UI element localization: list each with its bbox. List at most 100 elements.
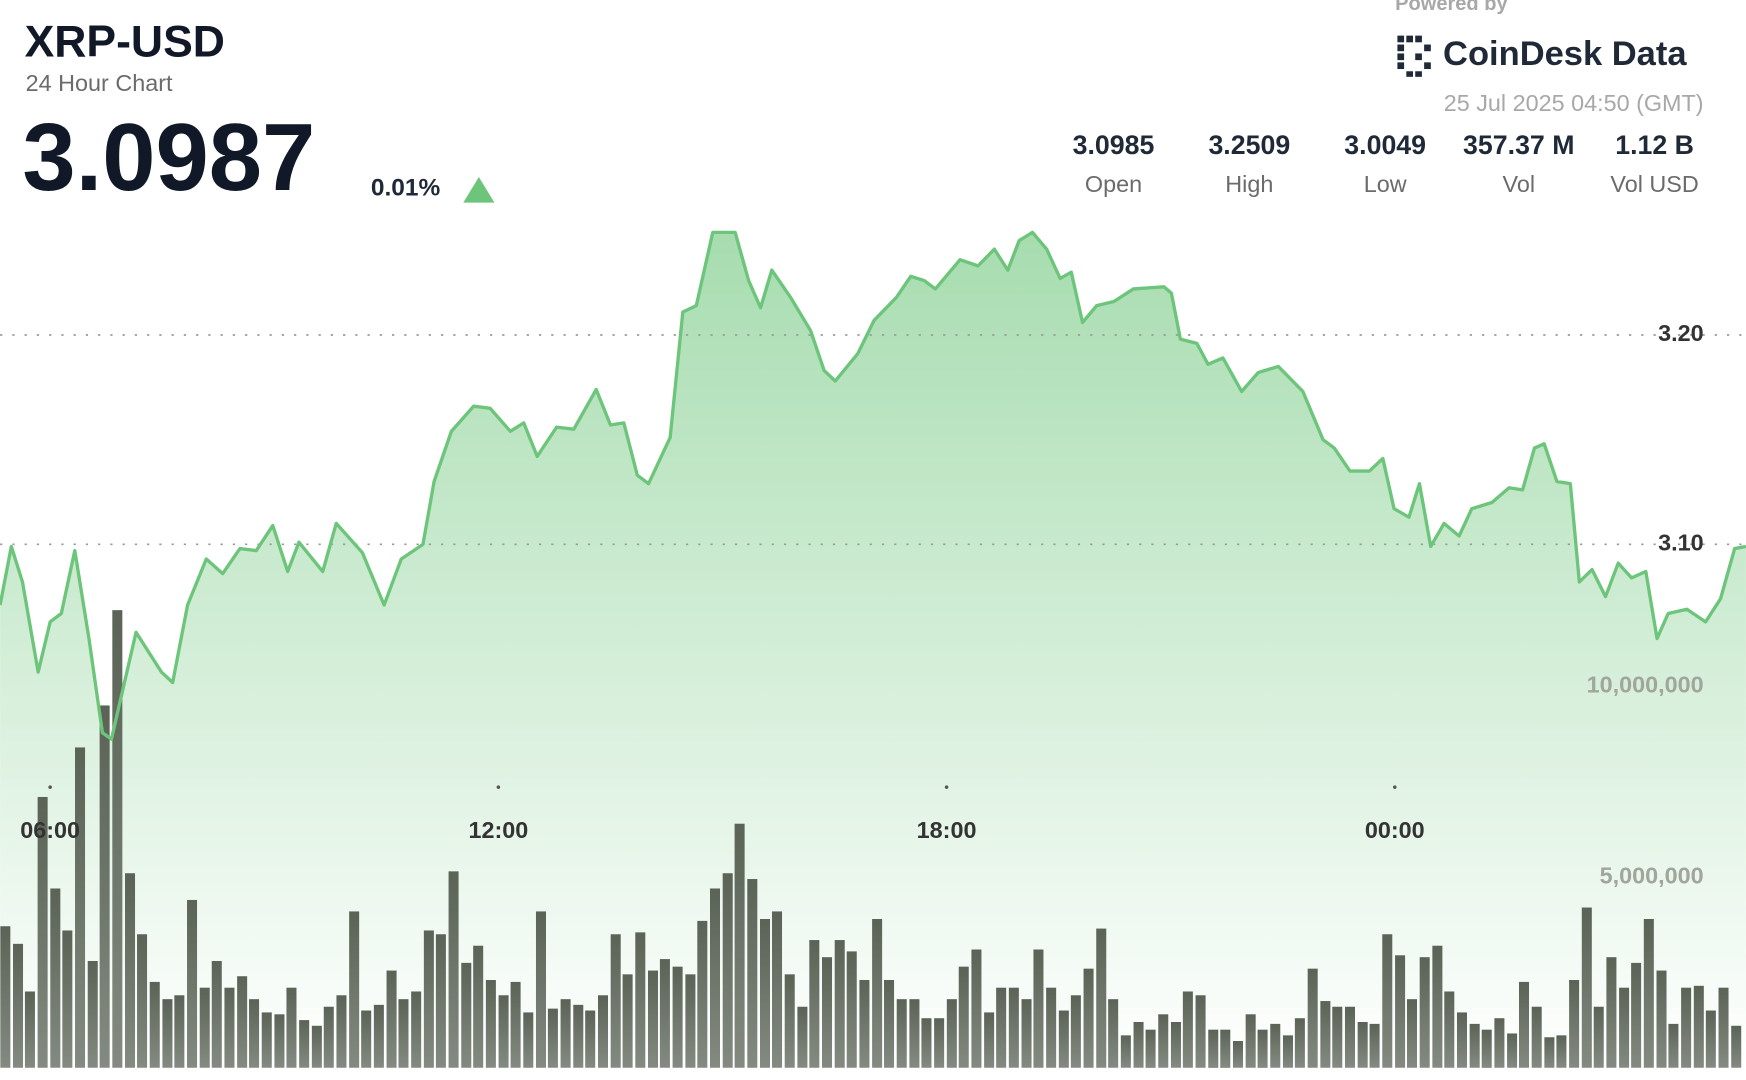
volume-bar	[211, 960, 222, 1068]
volume-bar	[1432, 945, 1443, 1068]
volume-bar	[149, 981, 160, 1068]
volume-bar	[99, 705, 110, 1068]
plot: 5,000,000 10,000,000 3.10 3.20 06:00 12:00 18:…	[0, 230, 1746, 1068]
x-tick-label: 12:00	[468, 817, 528, 843]
stat-label: High	[1225, 171, 1273, 197]
volume-bar	[1406, 999, 1418, 1068]
volume-bar	[0, 926, 11, 1068]
volume-bar	[784, 974, 795, 1068]
volume-tick-label: 10,000,000	[1587, 672, 1704, 698]
volume-bar	[1208, 1029, 1219, 1068]
volume-bar	[1581, 907, 1592, 1068]
volume-bar	[1619, 987, 1630, 1068]
volume-bar	[1718, 987, 1729, 1068]
subtitle: 24 Hour Chart	[26, 70, 173, 96]
symbol: XRP-USD	[25, 17, 225, 66]
volume-bar	[1344, 1006, 1355, 1068]
volume-bar	[1494, 1018, 1505, 1068]
volume-bar	[1668, 1023, 1679, 1068]
volume-bar	[585, 1010, 596, 1068]
volume-bar	[921, 1018, 932, 1068]
volume-bar	[834, 940, 845, 1068]
volume-bar	[1182, 991, 1193, 1068]
volume-bar	[560, 999, 571, 1068]
volume-bar	[1593, 1006, 1604, 1068]
volume-bar	[498, 995, 509, 1068]
volume-bar	[896, 999, 907, 1068]
volume-bar	[709, 888, 721, 1068]
stat-label: Low	[1364, 171, 1407, 197]
volume-bar	[734, 823, 745, 1068]
volume-bar	[1307, 968, 1318, 1068]
volume-bar	[523, 1012, 534, 1068]
volume-bar	[1656, 970, 1667, 1068]
volume-bar	[909, 999, 920, 1068]
volume-bar	[423, 930, 434, 1068]
price: 3.0987	[22, 104, 315, 211]
volume-bar	[859, 980, 870, 1068]
stat-value: 1.12 B	[1615, 130, 1694, 160]
volume-bar	[75, 747, 86, 1068]
volume-bar	[1456, 1012, 1467, 1068]
volume-bar	[822, 957, 833, 1068]
volume-bar	[62, 930, 73, 1068]
volume-bar	[1083, 968, 1094, 1068]
volume-bar	[87, 960, 98, 1068]
volume-bar	[1033, 949, 1044, 1068]
price-line	[0, 230, 1746, 741]
volume-bar	[1631, 962, 1642, 1068]
volume-bar	[1332, 1006, 1343, 1068]
volume-bar	[1693, 985, 1704, 1068]
volume-bar	[1046, 987, 1057, 1068]
volume-bar	[311, 1025, 322, 1068]
x-tick-mark	[496, 785, 501, 789]
volume-bar	[1096, 928, 1107, 1068]
volume-bar	[1544, 1037, 1555, 1068]
volume-bar	[13, 943, 24, 1068]
volume-bar	[697, 920, 708, 1068]
volume-tick-label: 5,000,000	[1600, 862, 1704, 888]
stat-value: 357.37 M	[1463, 130, 1574, 160]
volume-bar	[1294, 1018, 1305, 1068]
volume-bar	[809, 940, 820, 1068]
volume-bar	[349, 911, 360, 1068]
volume-bar	[1257, 1029, 1268, 1068]
x-tick-mark	[1393, 785, 1397, 789]
volume-bar	[510, 981, 521, 1068]
volume-bar	[635, 932, 646, 1068]
volume-bar	[1705, 1010, 1716, 1068]
volume-bar	[112, 610, 123, 1068]
volume-bar	[274, 1014, 285, 1068]
volume-bar	[1507, 1033, 1518, 1068]
volume-bar	[237, 976, 248, 1068]
volume-bar	[24, 991, 35, 1068]
volume-bar	[1145, 1029, 1156, 1068]
volume-bar	[672, 966, 683, 1068]
stat-value: 3.0985	[1073, 130, 1155, 160]
x-tick-mark	[944, 785, 949, 789]
powered-by: Powered by	[1395, 0, 1508, 15]
volume-bar	[137, 934, 148, 1068]
volume-bar	[461, 962, 472, 1068]
up-arrow	[463, 177, 495, 203]
volume-bar	[1195, 995, 1206, 1068]
volume-bar	[1170, 1021, 1181, 1068]
volume-bar	[1008, 987, 1019, 1068]
volume-bar	[685, 974, 696, 1068]
volume-bar	[1469, 1023, 1480, 1068]
volume-bar	[1518, 981, 1530, 1068]
volume-bar	[224, 987, 235, 1068]
volume-bar	[286, 987, 297, 1068]
volume-bar	[1232, 1041, 1243, 1068]
header: XRP-USD 24 Hour Chart 3.0987 0.01% Power…	[22, 0, 1703, 211]
volume-bar	[125, 873, 136, 1068]
volume-bar	[722, 873, 733, 1068]
volume-bar	[1444, 991, 1455, 1068]
volume-bar	[1395, 955, 1406, 1068]
volume-bar	[946, 999, 957, 1068]
volume-bar	[1357, 1021, 1368, 1068]
volume-bar	[759, 919, 771, 1068]
volume-bar	[535, 911, 546, 1068]
